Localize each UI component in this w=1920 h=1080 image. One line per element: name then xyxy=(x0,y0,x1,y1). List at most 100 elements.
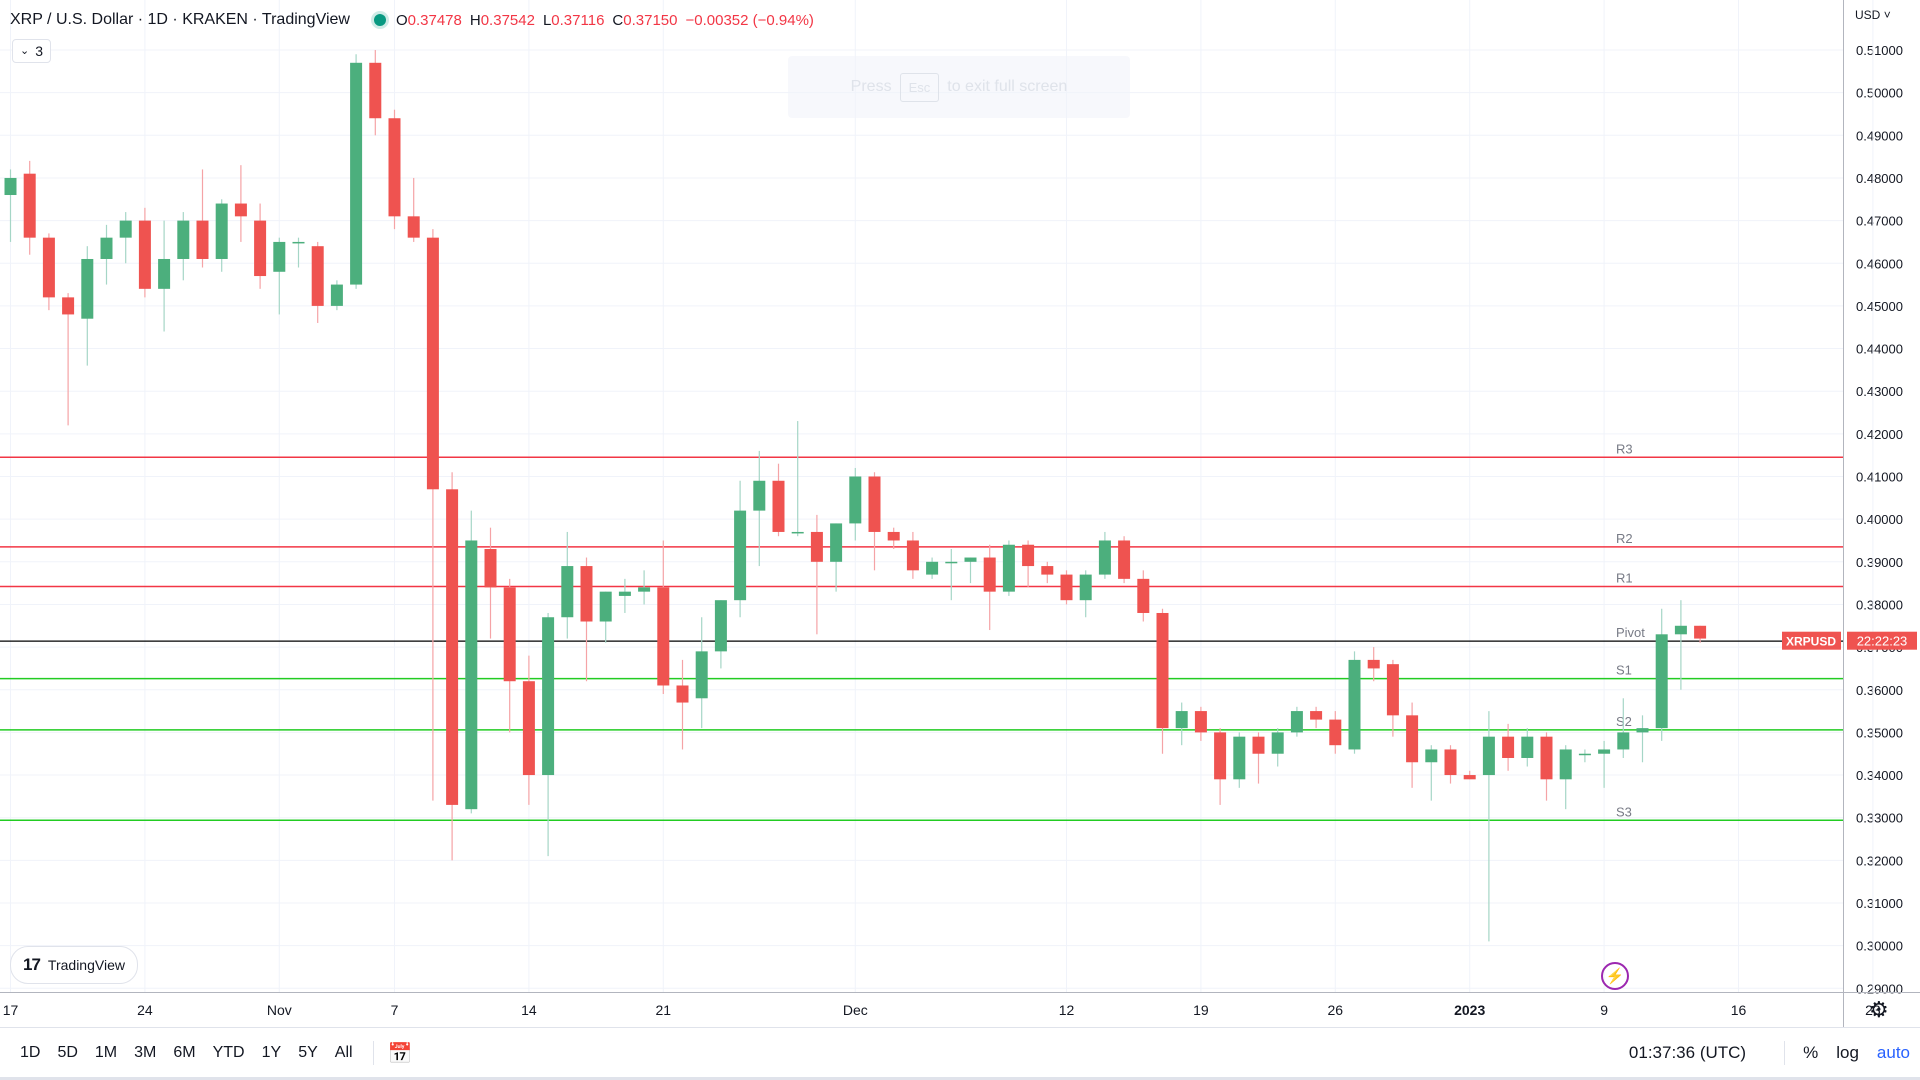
candle xyxy=(1271,728,1284,767)
candle xyxy=(1463,770,1476,780)
x-tick-label: 2023 xyxy=(1454,1002,1485,1018)
timeframe-3m[interactable]: 3M xyxy=(134,1044,157,1061)
candle-body xyxy=(196,220,209,259)
candle xyxy=(1002,540,1015,596)
candle-body xyxy=(1674,625,1687,635)
timeframe-all[interactable]: All xyxy=(334,1044,353,1061)
candle xyxy=(484,527,497,639)
current-price-label: XRPUSD 22:22:23 xyxy=(1782,631,1917,650)
compare-calendar-icon[interactable]: 📅 xyxy=(387,1042,413,1065)
x-tick-label: Dec xyxy=(843,1002,868,1018)
candle-body xyxy=(62,297,75,315)
y-tick-label: 0.30000 xyxy=(1856,939,1903,954)
candle xyxy=(868,472,881,571)
timeframe-1m[interactable]: 1M xyxy=(94,1044,118,1061)
plot-area xyxy=(0,0,1843,992)
fullscreen-hint: Press Esc to exit full screen xyxy=(788,56,1130,118)
candle-body xyxy=(23,173,36,238)
candle-body xyxy=(695,651,708,699)
candle xyxy=(1540,732,1553,801)
countdown-tag xyxy=(1847,631,1917,650)
candle xyxy=(138,207,151,298)
candle xyxy=(1444,745,1457,784)
y-tick-label: 0.46000 xyxy=(1856,256,1903,271)
candle xyxy=(522,655,535,805)
candle-body xyxy=(119,220,132,238)
candle xyxy=(1348,651,1361,754)
candle-body xyxy=(81,258,94,319)
candle-body xyxy=(100,237,113,259)
candle-body xyxy=(1425,749,1438,763)
percent-scale-toggle[interactable]: % xyxy=(1803,1043,1819,1062)
candle-body xyxy=(1598,749,1611,754)
x-tick-label: 9 xyxy=(1600,1002,1608,1018)
candle-body xyxy=(1463,775,1476,780)
tradingview-logo[interactable]: 17 TradingView xyxy=(10,946,138,984)
x-tick-label: 21 xyxy=(656,1002,672,1018)
ohlc-low: L0.37116 xyxy=(542,11,605,29)
currency-selector[interactable]: USD ˅ xyxy=(1855,8,1891,22)
timeframe-ytd[interactable]: YTD xyxy=(212,1044,245,1061)
candle-body xyxy=(791,531,804,534)
candle-body xyxy=(580,566,593,622)
candle xyxy=(676,659,689,750)
candle-body xyxy=(446,489,459,805)
timeframe-1d[interactable]: 1D xyxy=(20,1044,41,1061)
candle-body xyxy=(753,480,766,511)
candle xyxy=(196,169,209,268)
level-label-r1: R1 xyxy=(1616,571,1633,586)
candle xyxy=(273,237,286,315)
candle-body xyxy=(1175,711,1188,729)
candle xyxy=(1655,608,1668,741)
utc-clock[interactable]: 01:37:36 (UTC) xyxy=(1628,1043,1747,1062)
candle-body xyxy=(1060,574,1073,601)
candle-body xyxy=(426,237,439,490)
log-scale-toggle[interactable]: log xyxy=(1836,1043,1859,1062)
candle xyxy=(618,578,631,613)
lightning-icon[interactable]: ⚡ xyxy=(1601,962,1629,990)
candle xyxy=(1290,706,1303,737)
level-label-r2: R2 xyxy=(1616,531,1633,546)
candle xyxy=(62,293,75,426)
indicators-toggle-button[interactable]: ⌄ 3 xyxy=(12,39,52,63)
candle xyxy=(1425,745,1438,801)
candle xyxy=(350,54,363,289)
candle-body xyxy=(734,510,747,601)
timeframe-6m[interactable]: 6M xyxy=(173,1044,196,1061)
candle-body xyxy=(1271,732,1284,754)
auto-scale-toggle[interactable]: auto xyxy=(1876,1043,1910,1062)
candle xyxy=(369,50,382,136)
candle xyxy=(1137,570,1150,622)
timeframe-5y[interactable]: 5Y xyxy=(298,1044,318,1061)
settings-gear-icon[interactable]: ⚙ xyxy=(1869,997,1889,1022)
candle-body xyxy=(158,258,171,289)
ohlc-high: H0.37542 xyxy=(469,11,535,29)
candle xyxy=(330,280,343,311)
ohlc-close: C0.37150 xyxy=(612,11,678,29)
candle-body xyxy=(1290,711,1303,733)
candle-body xyxy=(830,523,843,562)
candle xyxy=(849,467,862,541)
candle-body xyxy=(1098,540,1111,575)
y-tick-label: 0.40000 xyxy=(1856,512,1903,527)
candle-body xyxy=(1214,732,1227,780)
x-tick-label: 19 xyxy=(1193,1002,1209,1018)
candle xyxy=(23,160,36,255)
candle xyxy=(1636,715,1649,763)
candle-body xyxy=(1002,544,1015,592)
candle-body xyxy=(945,561,958,564)
candle xyxy=(599,591,612,643)
candle-body xyxy=(311,246,324,306)
candle-body xyxy=(714,600,727,652)
candle xyxy=(887,527,900,550)
symbol-title[interactable]: XRP / U.S. Dollar · 1D · KRAKEN · Tradin… xyxy=(10,11,350,28)
timeframe-1y[interactable]: 1Y xyxy=(261,1044,282,1061)
candle xyxy=(1521,728,1534,767)
candle xyxy=(945,549,958,601)
candle xyxy=(791,421,804,537)
y-tick-label: 0.51000 xyxy=(1856,43,1903,58)
candle-body xyxy=(1617,732,1630,750)
candle-body xyxy=(1367,659,1380,669)
timeframe-5d[interactable]: 5D xyxy=(57,1044,78,1061)
